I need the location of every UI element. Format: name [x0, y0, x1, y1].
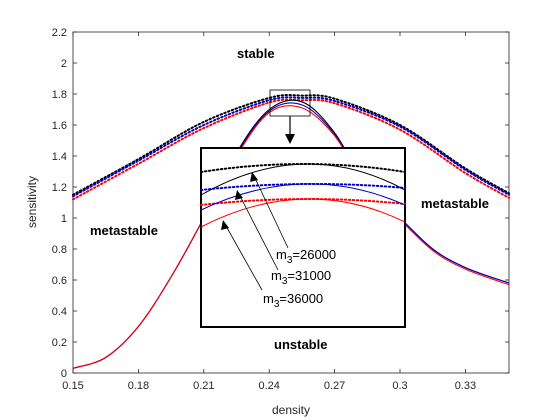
region-label-unstable: unstable — [274, 337, 327, 352]
series-line-1 — [72, 96, 510, 198]
y-axis: 0 0.2 0.4 0.6 0.8 1 1.2 1.4 1.6 1.8 2 2.2 — [52, 27, 509, 380]
callout-1-label: m3=26000 — [276, 247, 336, 266]
callout-3-leader — [225, 225, 263, 291]
series-line-5 — [72, 105, 510, 369]
x-tick-label-2: 0.21 — [193, 380, 214, 392]
y-tick-label-5: 1 — [61, 213, 67, 225]
y-tick-label-0: 0 — [61, 368, 67, 380]
y-tick-label-6: 1.2 — [52, 182, 67, 194]
x-tick-label-6: 0.33 — [455, 380, 476, 392]
series-line-0 — [72, 94, 510, 196]
inset: m3=26000 m3=31000 m3=36000 — [200, 147, 406, 328]
y-tick-label-9: 1.8 — [52, 89, 67, 101]
zoom-arrow-head — [285, 134, 295, 144]
x-axis-label: density — [272, 403, 310, 417]
callout-2-arrowhead — [235, 190, 243, 200]
callout-2-label: m3=31000 — [271, 268, 331, 287]
inset-callout-3: m3=36000 — [221, 220, 323, 310]
region-label-metastable-left: metastable — [90, 223, 158, 238]
inset-callout-2: m3=31000 — [235, 190, 331, 287]
inset-curves — [200, 163, 406, 228]
callout-2-leader — [239, 195, 279, 271]
callout-1-leader — [254, 177, 289, 249]
y-tick-label-3: 0.6 — [52, 275, 67, 287]
y-tick-label-7: 1.4 — [52, 151, 67, 163]
inset-callout-1: m3=26000 — [250, 172, 336, 266]
x-tick-label-3: 0.24 — [258, 380, 279, 392]
region-label-stable: stable — [237, 46, 275, 61]
x-tick-label-4: 0.27 — [324, 380, 345, 392]
series-layer — [72, 94, 510, 369]
y-tick-label-11: 2.2 — [52, 27, 67, 39]
y-tick-label-8: 1.6 — [52, 120, 67, 132]
region-label-metastable-right: metastable — [421, 196, 489, 211]
inset-frame — [200, 147, 406, 328]
callout-3-arrowhead — [221, 220, 229, 230]
y-tick-label-10: 2 — [61, 58, 67, 70]
callout-1-arrowhead — [250, 172, 258, 182]
x-tick-label-0: 0.15 — [62, 380, 83, 392]
y-tick-label-2: 0.4 — [52, 306, 67, 318]
inset-curve-4 — [200, 183, 406, 211]
inset-curve-3 — [200, 163, 406, 196]
inset-curve-5 — [200, 198, 406, 228]
y-tick-label-4: 0.8 — [52, 244, 67, 256]
y-tick-label-1: 0.2 — [52, 337, 67, 349]
callout-3-label: m3=36000 — [263, 291, 323, 310]
x-tick-label-5: 0.3 — [392, 380, 407, 392]
series-line-2 — [72, 98, 510, 201]
x-tick-label-1: 0.18 — [128, 380, 149, 392]
x-axis: 0.15 0.18 0.21 0.24 0.27 0.3 0.33 — [62, 32, 476, 392]
y-axis-label: sensitivity — [25, 176, 39, 228]
